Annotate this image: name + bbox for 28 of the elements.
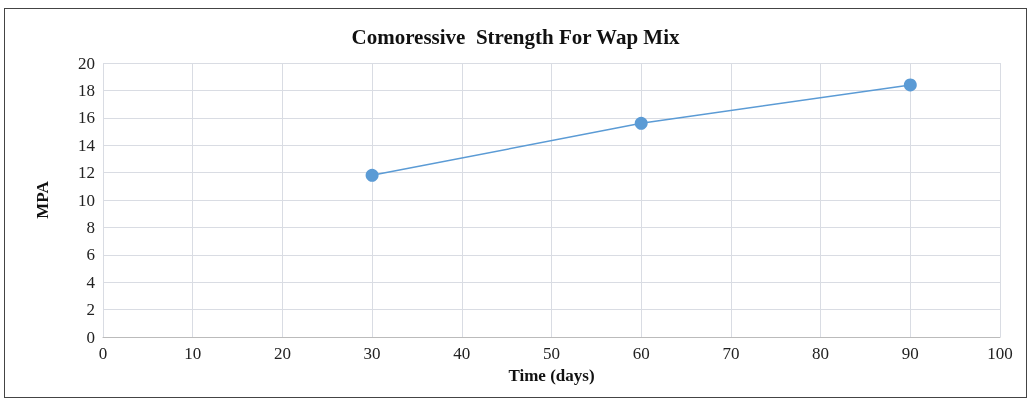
x-tick-label: 70 bbox=[722, 344, 740, 363]
y-tick-label: 0 bbox=[86, 327, 95, 347]
x-tick-label: 20 bbox=[273, 344, 291, 363]
y-tick-label: 14 bbox=[78, 135, 96, 155]
x-tick-label: 30 bbox=[363, 344, 381, 363]
y-tick-label: 4 bbox=[86, 272, 96, 292]
point bbox=[365, 168, 379, 182]
y-tick-label: 12 bbox=[78, 163, 95, 183]
point bbox=[903, 78, 917, 92]
x-tick-label: 10 bbox=[184, 344, 202, 363]
y-tick-label: 6 bbox=[86, 245, 95, 265]
chart-title: Comoressive Strength For Wap Mix bbox=[351, 24, 681, 49]
x-tick-label: 0 bbox=[98, 344, 108, 363]
x-tick-label: 100 bbox=[987, 344, 1013, 363]
x-tick-label: 40 bbox=[453, 344, 471, 363]
y-tick-label: 20 bbox=[78, 53, 95, 73]
y-axis-title: MPA bbox=[33, 180, 52, 219]
point bbox=[634, 116, 648, 130]
x-axis-title: Time (days) bbox=[508, 365, 595, 385]
x-tick-label: 90 bbox=[901, 344, 919, 363]
y-tick-label: 10 bbox=[78, 190, 95, 210]
x-tick-label: 80 bbox=[812, 344, 830, 363]
y-tick-label: 2 bbox=[86, 300, 95, 320]
x-tick-label: 60 bbox=[632, 344, 650, 363]
y-tick-label: 18 bbox=[78, 80, 95, 100]
y-tick-label: 16 bbox=[78, 108, 95, 128]
x-tick-label: 50 bbox=[543, 344, 560, 363]
y-tick-label: 8 bbox=[86, 217, 95, 237]
